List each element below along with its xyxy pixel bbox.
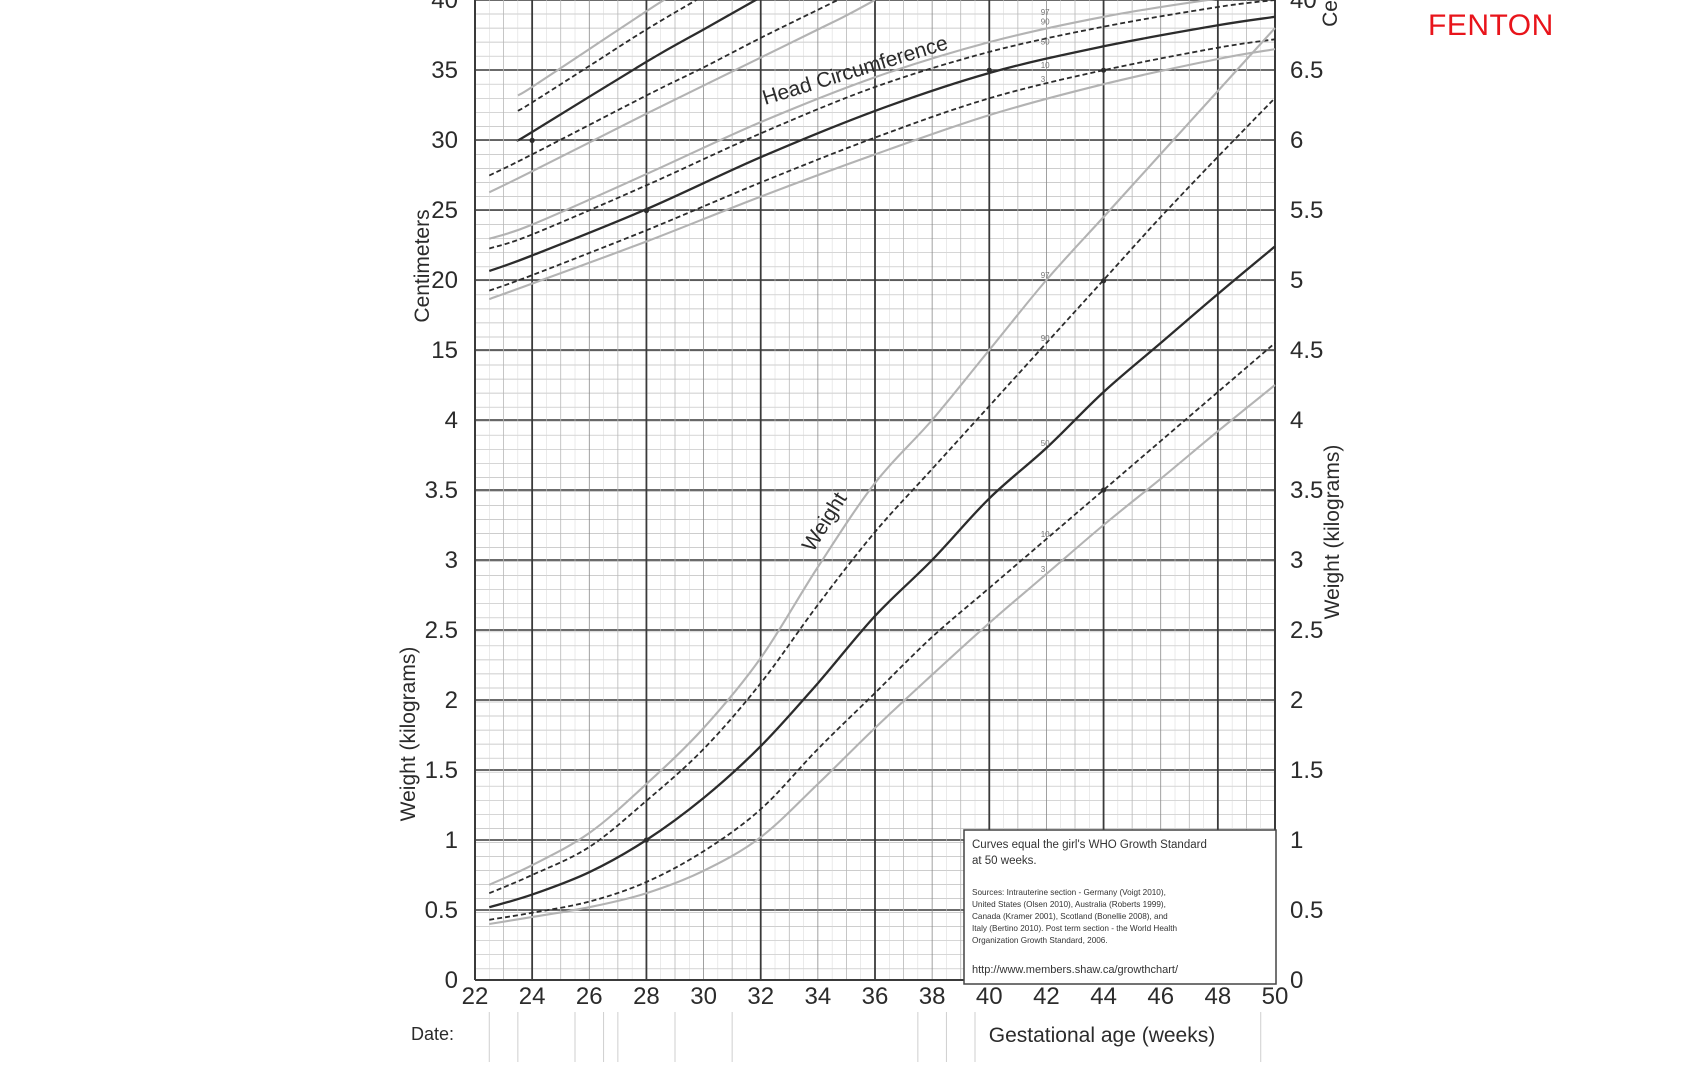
weight-percentile-tag: 10	[1041, 530, 1050, 539]
x-tick-label: 40	[976, 983, 1003, 1010]
note-headline-cont: at 50 weeks.	[972, 855, 1037, 867]
left-tick-label: 15	[431, 337, 458, 364]
right-tick-label: 0.5	[1290, 897, 1323, 924]
head-curve-p10	[489, 38, 1276, 292]
weight-percentile-tag: 90	[1041, 334, 1050, 343]
weight-curve-p50	[488, 245, 1276, 909]
right-tick-label: 2.5	[1290, 617, 1323, 644]
note-sources-line: Organization Growth Standard, 2006.	[972, 936, 1108, 945]
head-curve-p50	[488, 15, 1276, 273]
left-tick-label: 3.5	[425, 477, 458, 504]
curve-marker	[1100, 67, 1107, 73]
note-headline: Curves equal the girl's WHO Growth Stand…	[972, 839, 1207, 851]
right-tick-label: 6	[1290, 127, 1303, 154]
right-tick-label: 5	[1290, 267, 1303, 294]
left-tick-label: 3	[445, 547, 458, 574]
x-tick-label: 34	[805, 983, 832, 1010]
right-tick-label: 6.5	[1290, 57, 1323, 84]
weight-curve-p90	[488, 97, 1276, 895]
right-tick-label: 3.5	[1290, 477, 1323, 504]
note-sources-line: Sources: Intrauterine section - Germany …	[972, 888, 1166, 897]
curve-marker	[643, 208, 650, 214]
x-tick-label: 24	[519, 983, 546, 1010]
right-tick-label: 4.5	[1290, 337, 1323, 364]
x-tick-label: 30	[690, 983, 717, 1010]
note-sources-line: Italy (Bertino 2010). Post term section …	[972, 924, 1178, 933]
x-tick-label: 48	[1205, 983, 1232, 1010]
weight-curve-p3	[489, 384, 1276, 926]
curve-marker	[529, 137, 535, 143]
x-tick-label: 32	[747, 983, 774, 1010]
left-tick-label: 2.5	[425, 617, 458, 644]
right-tick-label: 1.5	[1290, 757, 1323, 784]
length-curve-p50	[516, 0, 759, 142]
head-percentile-tag: 50	[1041, 37, 1050, 46]
right-tick-label: 5.5	[1290, 197, 1323, 224]
left-tick-label: 20	[431, 267, 458, 294]
chart-curves	[488, 0, 1276, 926]
x-tick-label: 38	[919, 983, 946, 1010]
x-tick-label: 36	[862, 983, 889, 1010]
head-percentile-tag: 3	[1041, 75, 1046, 84]
head-percentile-tag: 90	[1041, 18, 1050, 27]
right-tick-label: 2	[1290, 687, 1303, 714]
right-tick-label: 3	[1290, 547, 1303, 574]
head-curve-p3	[488, 48, 1276, 301]
right-tick-label: 1	[1290, 827, 1303, 854]
weight-curve-p97	[488, 27, 1276, 886]
left-tick-label: 40	[431, 0, 458, 14]
weight-percentile-tag: 97	[1041, 271, 1050, 280]
weight-percentile-tag: 3	[1041, 565, 1046, 574]
head-percentile-tag: 10	[1041, 61, 1050, 70]
left-tick-label: 2	[445, 687, 458, 714]
x-axis-title: Gestational age (weeks)	[989, 1024, 1215, 1047]
left-weight-axis-title: Weight (kilograms)	[397, 647, 420, 822]
x-tick-label: 44	[1090, 983, 1117, 1010]
left-tick-label: 1.5	[425, 757, 458, 784]
curve-marker	[643, 837, 650, 843]
right-tick-label: 4	[1290, 407, 1303, 434]
x-tick-label: 42	[1033, 983, 1060, 1010]
length-curve-p90	[517, 0, 699, 112]
curve-marker	[1100, 487, 1107, 493]
left-tick-label: 35	[431, 57, 458, 84]
left-tick-label: 25	[431, 197, 458, 224]
length-curve-p10	[488, 0, 840, 177]
chart-labels: 40353025201543.532.521.510.50406.565.554…	[425, 0, 1323, 1062]
chart-note-box: Curves equal the girl's WHO Growth Stand…	[963, 829, 1277, 985]
x-tick-label: 28	[633, 983, 660, 1010]
x-tick-label: 46	[1147, 983, 1174, 1010]
weight-percentile-tag: 50	[1041, 439, 1050, 448]
left-head-axis-title: Centimeters	[411, 209, 434, 322]
left-tick-label: 1	[445, 827, 458, 854]
note-sources-line: Canada (Kramer 2001), Scotland (Bonellie…	[972, 912, 1168, 921]
right-tick-label: 40	[1290, 0, 1317, 14]
head-curve-p97	[488, 0, 1216, 240]
right-weight-axis-title: Weight (kilograms)	[1321, 445, 1344, 620]
curve-marker	[1100, 278, 1107, 284]
right-tick-label: 0	[1290, 967, 1303, 994]
x-tick-label: 50	[1262, 983, 1289, 1010]
note-url: http://www.members.shaw.ca/growthchart/	[972, 964, 1179, 976]
left-tick-label: 4	[445, 407, 458, 434]
head-percentile-tag: 97	[1041, 8, 1050, 17]
x-tick-label: 26	[576, 983, 603, 1010]
length-curve-p97	[517, 0, 666, 97]
right-head-axis-title: Ce	[1319, 0, 1342, 27]
head-curve-p90	[489, 0, 1276, 250]
left-tick-label: 0.5	[425, 897, 458, 924]
corner-label: FENTON	[1428, 9, 1554, 42]
date-row-label: Date:	[411, 1024, 454, 1044]
curve-marker	[986, 67, 992, 73]
left-tick-label: 0	[445, 967, 458, 994]
length-curve-p3	[488, 0, 876, 194]
left-tick-label: 30	[431, 127, 458, 154]
x-tick-label: 22	[462, 983, 489, 1010]
note-sources-line: United States (Olsen 2010), Australia (R…	[972, 900, 1166, 909]
